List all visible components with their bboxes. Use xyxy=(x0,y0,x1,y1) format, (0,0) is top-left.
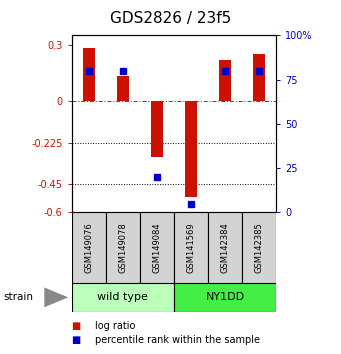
Text: NY1DD: NY1DD xyxy=(206,292,244,302)
Bar xyxy=(151,101,163,156)
Bar xyxy=(174,212,208,283)
Text: GSM142385: GSM142385 xyxy=(255,222,264,273)
Text: percentile rank within the sample: percentile rank within the sample xyxy=(95,335,261,345)
Text: ■: ■ xyxy=(72,321,81,331)
Polygon shape xyxy=(44,287,68,307)
Text: GSM142384: GSM142384 xyxy=(221,222,229,273)
Text: GSM141569: GSM141569 xyxy=(187,222,195,273)
Bar xyxy=(185,101,197,198)
Bar xyxy=(72,283,174,312)
Text: GSM149076: GSM149076 xyxy=(84,222,93,273)
Bar xyxy=(219,59,231,101)
Text: GSM149084: GSM149084 xyxy=(152,222,161,273)
Text: GSM149078: GSM149078 xyxy=(118,222,127,273)
Bar xyxy=(117,76,129,101)
Bar xyxy=(72,212,106,283)
Bar xyxy=(208,212,242,283)
Text: log ratio: log ratio xyxy=(95,321,136,331)
Bar xyxy=(140,212,174,283)
Bar xyxy=(253,54,265,101)
Text: wild type: wild type xyxy=(97,292,148,302)
Bar xyxy=(106,212,140,283)
Text: ■: ■ xyxy=(72,335,81,345)
Text: strain: strain xyxy=(3,292,33,302)
Bar xyxy=(174,283,276,312)
Text: GDS2826 / 23f5: GDS2826 / 23f5 xyxy=(110,11,231,25)
Bar xyxy=(83,48,94,101)
Bar xyxy=(242,212,276,283)
